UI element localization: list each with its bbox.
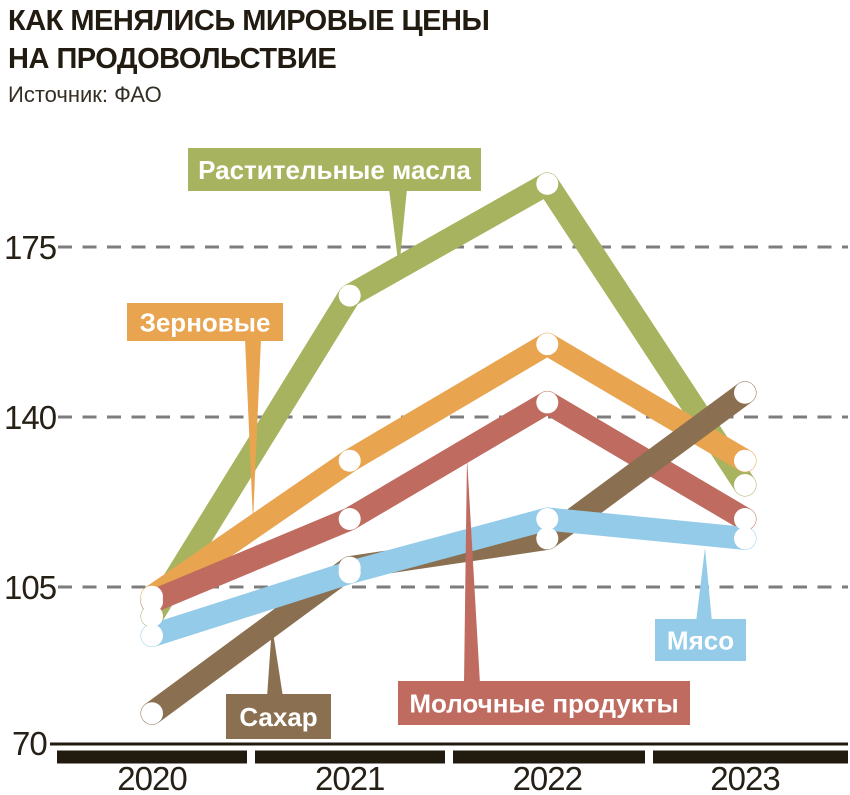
data-point-dairy-2023 <box>734 508 756 531</box>
callout-box-cereals <box>127 303 283 341</box>
x-tick-2020: 2020 <box>117 760 187 795</box>
label-callout-cereals: Зерновые <box>127 303 283 521</box>
data-point-cereals-2021 <box>338 449 361 472</box>
y-tick-70: 70 <box>12 725 47 762</box>
data-point-sugar-2023 <box>734 381 756 404</box>
source-note: Источник: ФАО <box>8 82 162 107</box>
series-label-dairy: Молочные продукты <box>409 689 678 719</box>
series-line-cereals <box>140 332 757 609</box>
y-tick-105: 105 <box>4 569 56 606</box>
x-tick-2021: 2021 <box>315 760 384 795</box>
y-tick-140: 140 <box>4 399 57 436</box>
callout-tail-sugar <box>267 626 283 697</box>
callout-tail-dairy <box>464 457 480 684</box>
callout-box-meat <box>655 619 746 661</box>
data-point-sugar-2022 <box>536 527 559 550</box>
series-label-sugar: Сахар <box>239 702 317 732</box>
data-point-dairy-2021 <box>338 508 361 531</box>
data-point-meat-2023 <box>734 527 756 550</box>
data-point-meat-2021 <box>338 561 361 584</box>
page-title: КАК МЕНЯЛИСЬ МИРОВЫЕ ЦЕНЫ НА ПРОДОВОЛЬСТ… <box>8 5 490 75</box>
callout-box-dairy <box>398 681 690 725</box>
callout-box-oils <box>188 148 481 191</box>
data-point-sugar-2020 <box>141 702 163 725</box>
chart-header: КАК МЕНЯЛИСЬ МИРОВЫЕ ЦЕНЫ НА ПРОДОВОЛЬСТ… <box>8 2 608 108</box>
x-tick-2022: 2022 <box>513 760 582 795</box>
series-line-dairy <box>140 390 757 614</box>
callout-tail-meat <box>696 548 712 622</box>
data-point-oils-2022 <box>536 172 559 195</box>
label-callout-dairy: Молочные продукты <box>398 457 690 725</box>
x-tick-2023: 2023 <box>710 760 779 795</box>
data-point-meat-2022 <box>536 508 559 531</box>
y-tick-175: 175 <box>4 229 56 266</box>
x-axis-bar-2021 <box>255 750 445 764</box>
series-label-meat: Мясо <box>667 626 734 656</box>
label-callout-oils: Растительные масла <box>188 148 481 269</box>
data-point-meat-2020 <box>141 624 163 647</box>
x-axis-bar-2023 <box>653 750 848 764</box>
label-callout-meat: Мясо <box>655 548 746 661</box>
data-point-cereals-2022 <box>536 333 559 356</box>
label-callout-sugar: Сахар <box>226 626 331 739</box>
series-label-cereals: Зерновые <box>140 308 271 338</box>
data-point-oils-2023 <box>734 474 756 497</box>
data-point-cereals-2023 <box>734 449 756 472</box>
x-axis-bar-2020 <box>57 750 247 764</box>
x-axis-bar-2022 <box>453 750 645 764</box>
data-point-dairy-2020 <box>141 590 163 613</box>
series-label-oils: Растительные масла <box>198 155 471 185</box>
callout-tail-cereals <box>245 339 261 521</box>
data-point-dairy-2022 <box>536 391 559 414</box>
callout-box-sugar <box>226 694 331 739</box>
data-point-oils-2021 <box>338 284 361 307</box>
series-line-meat <box>140 507 757 648</box>
callout-tail-oils <box>389 189 407 269</box>
